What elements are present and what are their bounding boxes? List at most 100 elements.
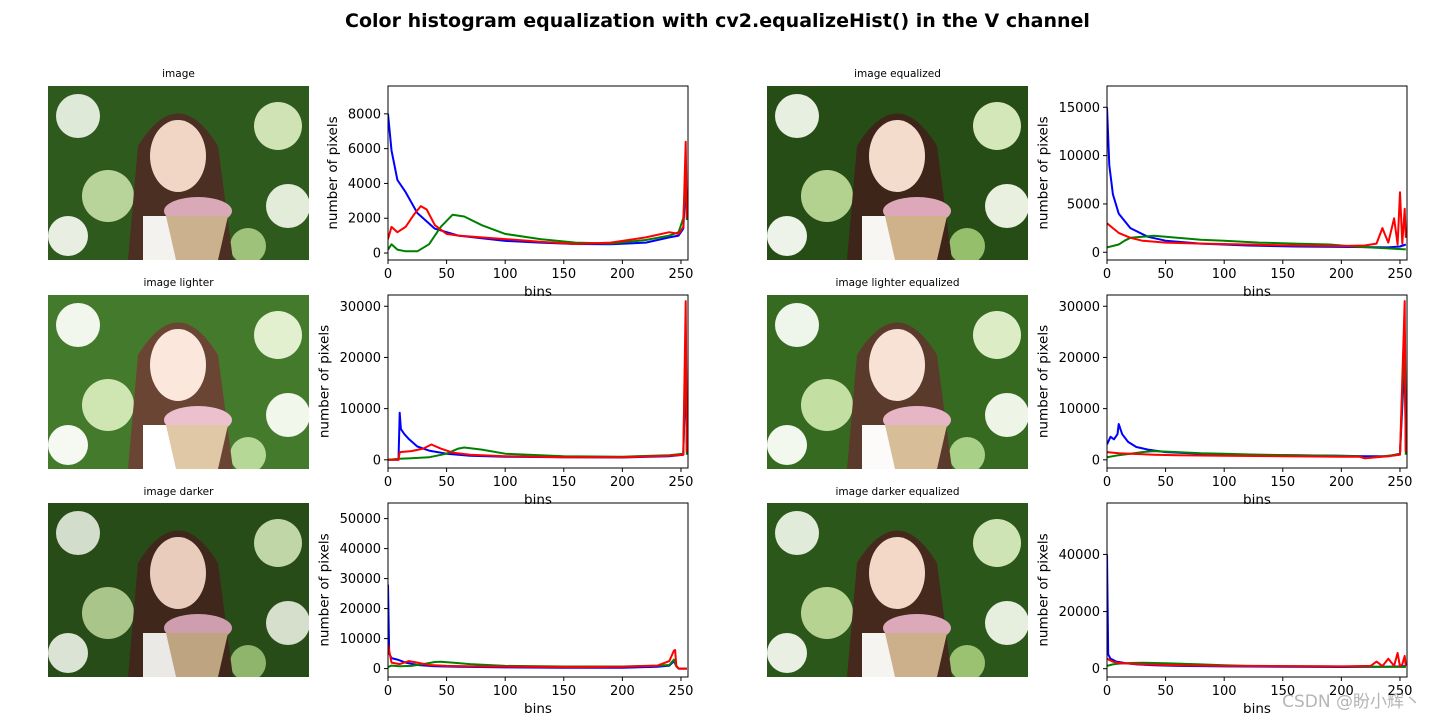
photo-image-darker-equalized	[767, 503, 1028, 677]
x-tick-label: 50	[438, 475, 455, 490]
y-tick-label: 0	[373, 662, 381, 677]
x-tick-label: 100	[1212, 475, 1237, 490]
series-line-blue	[1107, 107, 1407, 249]
series-line-green	[1107, 330, 1407, 460]
histogram-2: 0 50 100 150 200 250 0 10000 20000 30000 bins numbe…	[317, 294, 694, 508]
series-line-blue	[388, 113, 688, 246]
photo-image-equalized	[767, 86, 1028, 260]
x-tick-label: 100	[493, 267, 518, 282]
y-tick-label: 20000	[340, 602, 381, 617]
x-tick-label: 200	[1329, 684, 1354, 699]
y-tick-label: 10000	[340, 402, 381, 417]
x-tick-label: 50	[1157, 267, 1174, 282]
x-axis-label: bins	[524, 284, 552, 300]
y-tick-label: 0	[1092, 246, 1100, 261]
histogram-4: 0 50 100 150 200 250 0 10000 20000 30000 40000 5000…	[317, 502, 694, 717]
panel-title-image-darker: image darker	[143, 486, 214, 498]
x-tick-label: 0	[1103, 267, 1111, 282]
x-axis-label: bins	[1243, 492, 1271, 508]
y-tick-label: 6000	[348, 142, 381, 157]
x-tick-label: 0	[1103, 475, 1111, 490]
y-tick-label: 30000	[1059, 300, 1100, 315]
y-axis-label: number of pixels	[325, 116, 341, 229]
series-line-red	[1107, 652, 1407, 668]
y-tick-label: 4000	[348, 177, 381, 192]
y-tick-label: 15000	[1059, 101, 1100, 116]
axes-frame	[387, 85, 689, 261]
y-tick-label: 0	[1092, 662, 1100, 677]
y-tick-label: 40000	[340, 542, 381, 557]
y-tick-label: 30000	[340, 300, 381, 315]
x-tick-label: 0	[1103, 684, 1111, 699]
y-axis-label: number of pixels	[317, 533, 333, 646]
y-tick-label: 0	[1092, 453, 1100, 468]
y-tick-label: 10000	[340, 632, 381, 647]
x-tick-label: 0	[384, 267, 392, 282]
histogram-5: 0 50 100 150 200 250 0 20000 40000 bins number of …	[1036, 502, 1413, 717]
axes-frame	[1106, 502, 1408, 678]
x-tick-label: 150	[1270, 684, 1295, 699]
series-line-red	[388, 644, 687, 670]
y-tick-label: 10000	[1059, 402, 1100, 417]
histogram-3: 0 50 100 150 200 250 0 10000 20000 30000 bins numbe…	[1036, 294, 1412, 508]
axes-frame	[387, 502, 689, 678]
x-tick-label: 150	[551, 684, 576, 699]
y-tick-label: 40000	[1059, 548, 1100, 563]
y-axis-label: number of pixels	[1036, 116, 1052, 229]
x-tick-label: 100	[1212, 684, 1237, 699]
x-tick-label: 150	[551, 475, 576, 490]
x-tick-label: 200	[610, 267, 635, 282]
figure-suptitle: Color histogram equalization with cv2.eq…	[345, 10, 1090, 32]
series-line-red	[388, 140, 688, 245]
x-tick-label: 200	[610, 475, 635, 490]
photo-image-lighter	[48, 295, 309, 469]
y-tick-label: 10000	[1059, 149, 1100, 164]
portrait-photo	[767, 86, 1028, 260]
x-tick-label: 250	[1388, 684, 1413, 699]
y-tick-label: 20000	[1059, 351, 1100, 366]
x-tick-label: 200	[1329, 267, 1354, 282]
portrait-photo	[48, 503, 309, 677]
y-tick-label: 20000	[340, 351, 381, 366]
x-tick-label: 50	[438, 267, 455, 282]
axes-frame	[1106, 85, 1408, 261]
x-tick-label: 150	[1270, 267, 1295, 282]
x-tick-label: 200	[610, 684, 635, 699]
panel-title-image-darker-equalized: image darker equalized	[835, 486, 960, 498]
panel-title-image-equalized: image equalized	[854, 68, 941, 80]
portrait-photo	[48, 86, 309, 260]
panel-title-image-lighter: image lighter	[143, 277, 214, 289]
x-tick-label: 100	[1212, 267, 1237, 282]
y-tick-label: 30000	[340, 572, 381, 587]
x-tick-label: 200	[1329, 475, 1354, 490]
portrait-photo	[767, 503, 1028, 677]
portrait-photo	[48, 295, 309, 469]
y-tick-label: 5000	[1067, 197, 1100, 212]
y-tick-label: 8000	[348, 107, 381, 122]
x-tick-label: 250	[669, 267, 694, 282]
panel-title-image-lighter-equalized: image lighter equalized	[835, 277, 960, 289]
series-line-green	[388, 330, 688, 461]
x-tick-label: 250	[669, 684, 694, 699]
series-line-blue	[1107, 554, 1406, 668]
histogram-0: 0 50 100 150 200 250 0 2000 4000 6000 8000 bins numb…	[325, 85, 694, 300]
x-tick-label: 0	[384, 684, 392, 699]
series-line-green	[388, 173, 688, 253]
x-tick-label: 250	[1388, 267, 1413, 282]
x-tick-label: 150	[1270, 475, 1295, 490]
series-line-red	[1107, 191, 1407, 247]
x-tick-label: 50	[438, 684, 455, 699]
x-axis-label: bins	[1243, 701, 1271, 717]
series-line-blue	[388, 584, 687, 670]
photo-image-darker	[48, 503, 309, 677]
y-tick-label: 2000	[348, 212, 381, 227]
y-tick-label: 0	[373, 247, 381, 262]
x-tick-label: 150	[551, 267, 576, 282]
portrait-photo	[767, 295, 1028, 469]
x-axis-label: bins	[1243, 284, 1271, 300]
x-tick-label: 250	[669, 475, 694, 490]
y-axis-label: number of pixels	[317, 325, 333, 438]
x-tick-label: 50	[1157, 475, 1174, 490]
x-tick-label: 50	[1157, 684, 1174, 699]
